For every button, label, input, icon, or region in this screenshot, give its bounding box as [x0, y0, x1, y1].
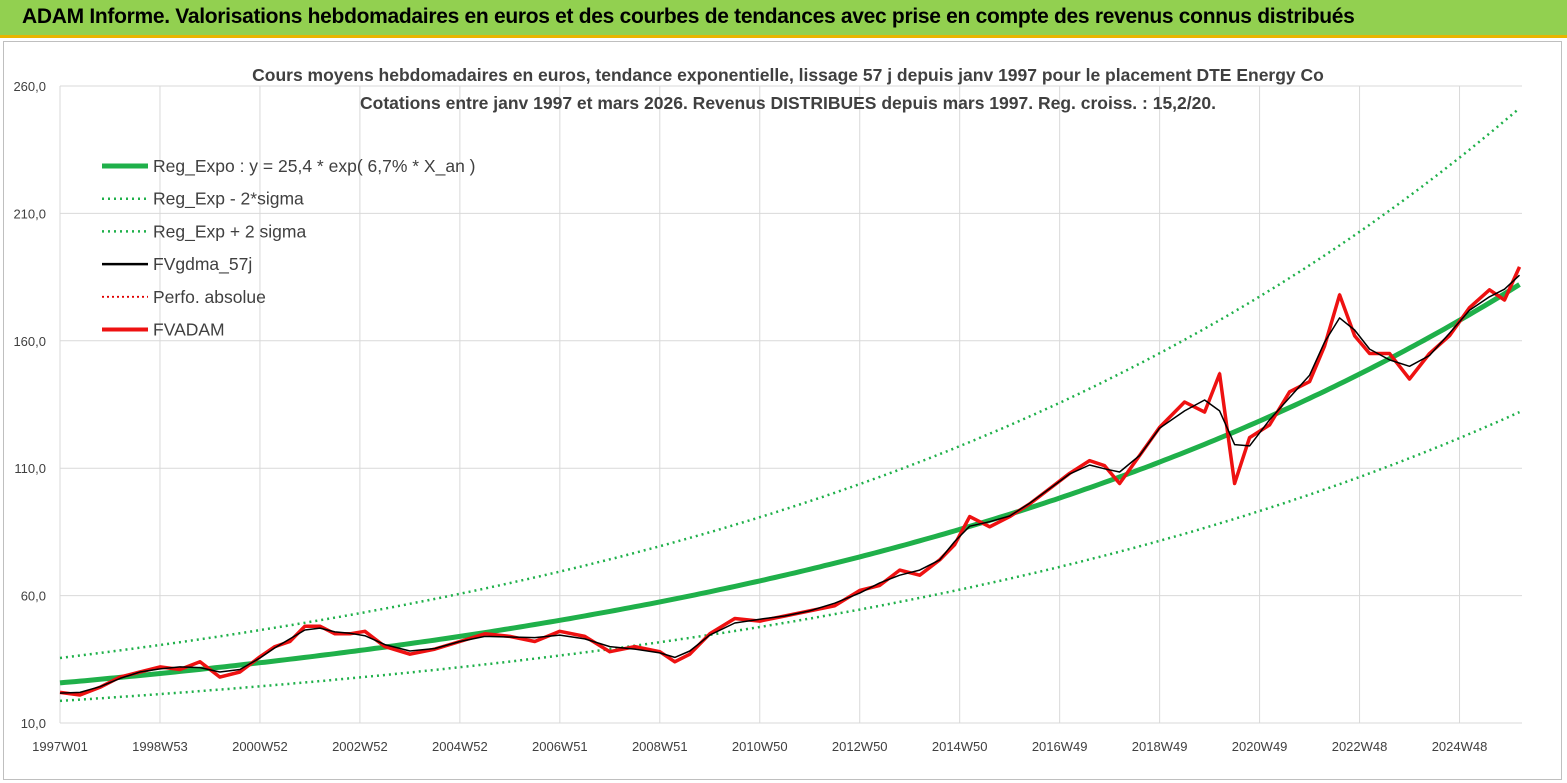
series-perfo-absolue [59, 266, 1521, 696]
legend-reg-plus-2sigma-label: Reg_Exp + 2 sigma [153, 221, 306, 242]
y-tick-label: 10,0 [21, 716, 46, 731]
x-tick-label: 2022W48 [1332, 739, 1388, 754]
legend-perfo-absolue-label: Perfo. absolue [153, 287, 266, 307]
x-tick-label: 2024W48 [1432, 739, 1488, 754]
series-fvadam [59, 266, 1522, 697]
y-tick-label: 110,0 [14, 461, 46, 476]
x-tick-label: 2016W49 [1032, 739, 1088, 754]
x-tick-label: 2008W51 [632, 739, 688, 754]
chart-series [59, 107, 1522, 703]
report-banner: ADAM Informe. Valorisations hebdomadaire… [0, 0, 1567, 38]
x-tick-label: 2002W52 [332, 739, 388, 754]
x-axis: 1997W01 1998W53 2000W52 2002W52 2004W52 2006W… [32, 739, 1487, 754]
x-tick-label: 2010W50 [732, 739, 788, 754]
x-tick-label: 2000W52 [232, 739, 288, 754]
chart-title: Cours moyens hebdomadaires en euros, ten… [252, 65, 1324, 85]
x-tick-label: 2018W49 [1132, 739, 1188, 754]
x-tick-label: 1997W01 [32, 739, 88, 754]
y-tick-label: 260,0 [13, 79, 46, 94]
legend-reg-minus-2sigma-label: Reg_Exp - 2*sigma [153, 189, 304, 210]
x-tick-label: 1998W53 [132, 739, 188, 754]
chart-legend: Reg_Expo : y = 25,4 * exp( 6,7% * X_an )… [102, 156, 476, 340]
chart-frame [3, 41, 1562, 780]
legend-reg-expo-label: Reg_Expo : y = 25,4 * exp( 6,7% * X_an ) [153, 156, 476, 177]
legend-fvgdma-57j-label: FVgdma_57j [153, 254, 252, 275]
x-tick-label: 2012W50 [832, 739, 888, 754]
y-tick-label: 210,0 [13, 206, 46, 221]
x-tick-label: 2006W51 [532, 739, 588, 754]
x-tick-label: 2020W49 [1232, 739, 1288, 754]
series-fvgdma-57j [59, 274, 1521, 694]
y-tick-label: 60,0 [21, 589, 46, 604]
chart-subtitle: Cotations entre janv 1997 et mars 2026. … [360, 93, 1216, 113]
y-axis: 10,0 60,0 110,0 160,0 210,0 260,0 [13, 79, 46, 731]
legend-fvadam-label: FVADAM [153, 320, 225, 340]
y-tick-label: 160,0 [13, 334, 46, 349]
chart-gridlines [59, 85, 1522, 724]
series-reg-minus-2sigma [59, 410, 1521, 703]
series-reg-expo [59, 282, 1521, 686]
x-tick-label: 2004W52 [432, 739, 488, 754]
x-tick-label: 2014W50 [932, 739, 988, 754]
report-title: ADAM Informe. Valorisations hebdomadaire… [22, 5, 1355, 28]
